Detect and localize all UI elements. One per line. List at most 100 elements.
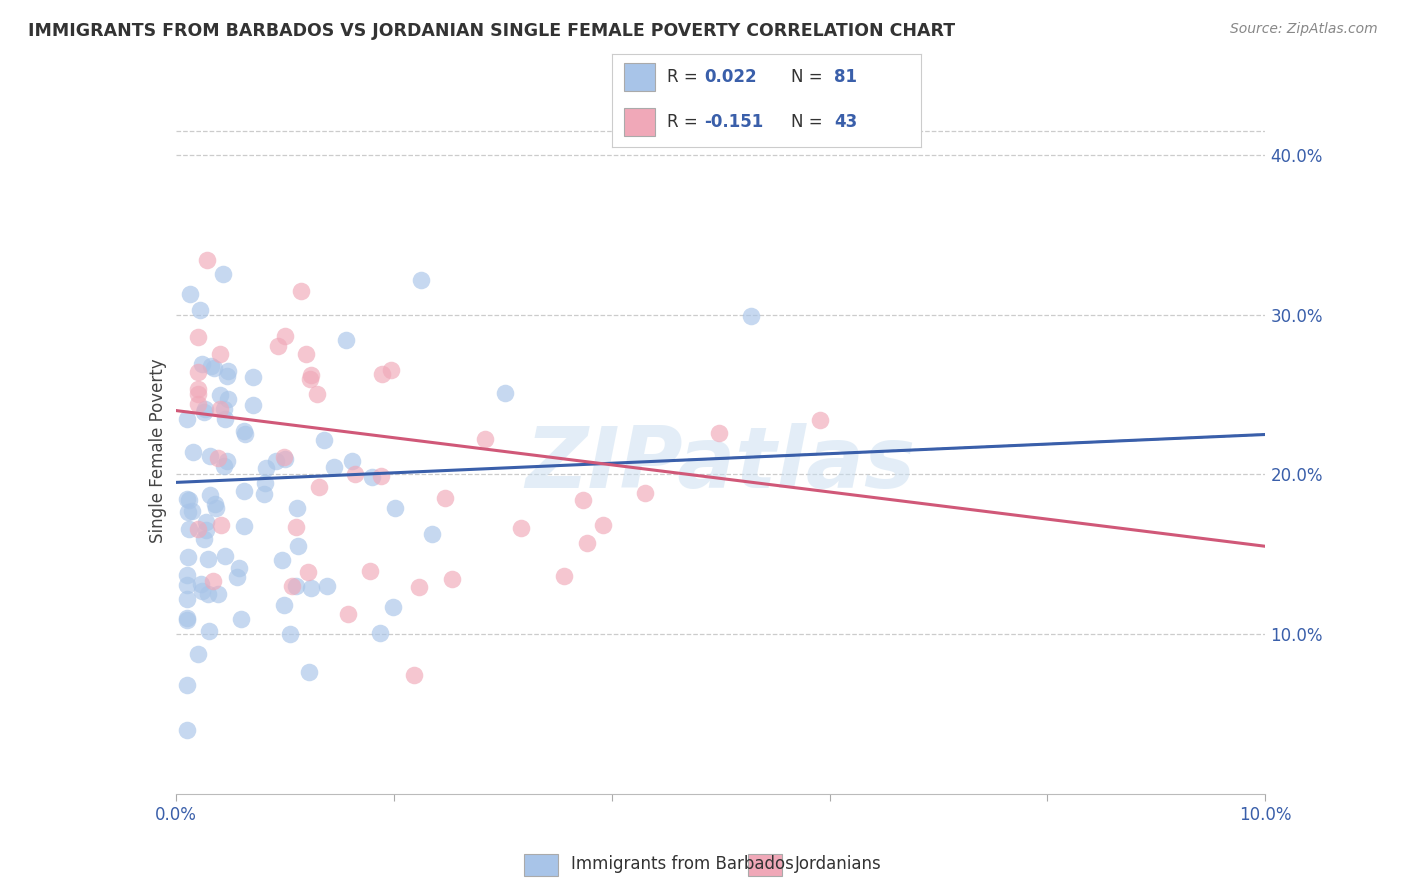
Point bbox=[190, 577, 212, 591]
Point bbox=[409, 273, 432, 287]
Point bbox=[273, 450, 295, 464]
Point bbox=[200, 449, 222, 463]
Point bbox=[808, 413, 831, 427]
Point bbox=[176, 723, 198, 737]
Point bbox=[264, 454, 287, 468]
Point bbox=[285, 520, 308, 534]
Point bbox=[176, 568, 198, 582]
Text: R =: R = bbox=[668, 68, 703, 86]
Point bbox=[217, 369, 239, 384]
Point bbox=[193, 402, 215, 417]
Point bbox=[193, 405, 215, 419]
Point bbox=[194, 523, 217, 537]
Point bbox=[198, 624, 221, 638]
Text: -0.151: -0.151 bbox=[704, 113, 763, 131]
Point bbox=[232, 483, 254, 498]
Point bbox=[336, 607, 359, 622]
Point bbox=[299, 372, 322, 386]
Text: 43: 43 bbox=[834, 113, 858, 131]
Point bbox=[278, 626, 301, 640]
Text: R =: R = bbox=[668, 113, 703, 131]
Point bbox=[202, 574, 225, 589]
Point bbox=[176, 578, 198, 592]
Point bbox=[176, 412, 198, 426]
Point bbox=[273, 599, 295, 613]
Point bbox=[297, 565, 319, 579]
Point bbox=[186, 387, 209, 401]
Point bbox=[510, 521, 533, 535]
Point bbox=[440, 573, 463, 587]
Point bbox=[359, 564, 381, 578]
Point bbox=[212, 402, 235, 417]
Point bbox=[553, 569, 575, 583]
Point bbox=[315, 579, 337, 593]
Point bbox=[287, 539, 309, 553]
Point bbox=[177, 550, 200, 565]
Text: Source: ZipAtlas.com: Source: ZipAtlas.com bbox=[1230, 22, 1378, 37]
Point bbox=[384, 501, 406, 516]
Point bbox=[408, 580, 430, 594]
Point bbox=[176, 613, 198, 627]
FancyBboxPatch shape bbox=[624, 63, 655, 91]
Text: Jordanians: Jordanians bbox=[794, 855, 882, 873]
Point bbox=[254, 461, 277, 475]
Point bbox=[298, 665, 321, 680]
Point bbox=[254, 476, 277, 491]
Point bbox=[370, 625, 392, 640]
Point bbox=[190, 583, 212, 598]
Point bbox=[195, 515, 218, 529]
Point bbox=[186, 382, 209, 396]
Point bbox=[285, 501, 308, 516]
Point bbox=[217, 392, 239, 407]
Text: 0.022: 0.022 bbox=[704, 68, 756, 86]
Point bbox=[380, 363, 402, 377]
Point bbox=[576, 536, 599, 550]
Point bbox=[193, 533, 215, 547]
Point bbox=[274, 451, 297, 466]
Point bbox=[198, 488, 221, 502]
Point bbox=[207, 450, 229, 465]
Point bbox=[191, 357, 214, 371]
Text: ZIPatlas: ZIPatlas bbox=[526, 423, 915, 506]
Point bbox=[299, 368, 322, 383]
Point bbox=[420, 527, 443, 541]
FancyBboxPatch shape bbox=[624, 108, 655, 136]
Point bbox=[186, 329, 209, 343]
Text: N =: N = bbox=[792, 68, 828, 86]
Point bbox=[371, 368, 394, 382]
Point bbox=[202, 361, 225, 376]
Point bbox=[307, 386, 329, 401]
Point bbox=[176, 491, 198, 506]
Point bbox=[209, 402, 232, 417]
Point bbox=[229, 612, 252, 626]
Point bbox=[295, 347, 318, 361]
Point bbox=[267, 339, 290, 353]
Point bbox=[284, 578, 307, 592]
Point bbox=[271, 553, 294, 567]
Point bbox=[233, 426, 256, 441]
Point bbox=[634, 486, 657, 500]
Point bbox=[281, 579, 304, 593]
Point bbox=[370, 469, 392, 483]
Point bbox=[177, 505, 200, 519]
Point bbox=[195, 253, 218, 268]
Point bbox=[299, 581, 322, 595]
Point bbox=[343, 467, 366, 481]
Point bbox=[204, 501, 226, 516]
Point bbox=[188, 303, 211, 318]
Point bbox=[474, 432, 496, 446]
Point bbox=[740, 309, 762, 323]
Y-axis label: Single Female Poverty: Single Female Poverty bbox=[149, 359, 167, 542]
Point bbox=[340, 453, 363, 467]
Point bbox=[361, 470, 384, 484]
Point bbox=[181, 445, 204, 459]
Point bbox=[433, 491, 456, 505]
Point bbox=[707, 425, 730, 440]
Point bbox=[253, 487, 276, 501]
Point bbox=[209, 347, 232, 361]
Point bbox=[381, 600, 404, 615]
Point bbox=[215, 454, 238, 468]
Point bbox=[290, 284, 312, 298]
Point bbox=[494, 386, 516, 401]
Point bbox=[176, 592, 198, 607]
